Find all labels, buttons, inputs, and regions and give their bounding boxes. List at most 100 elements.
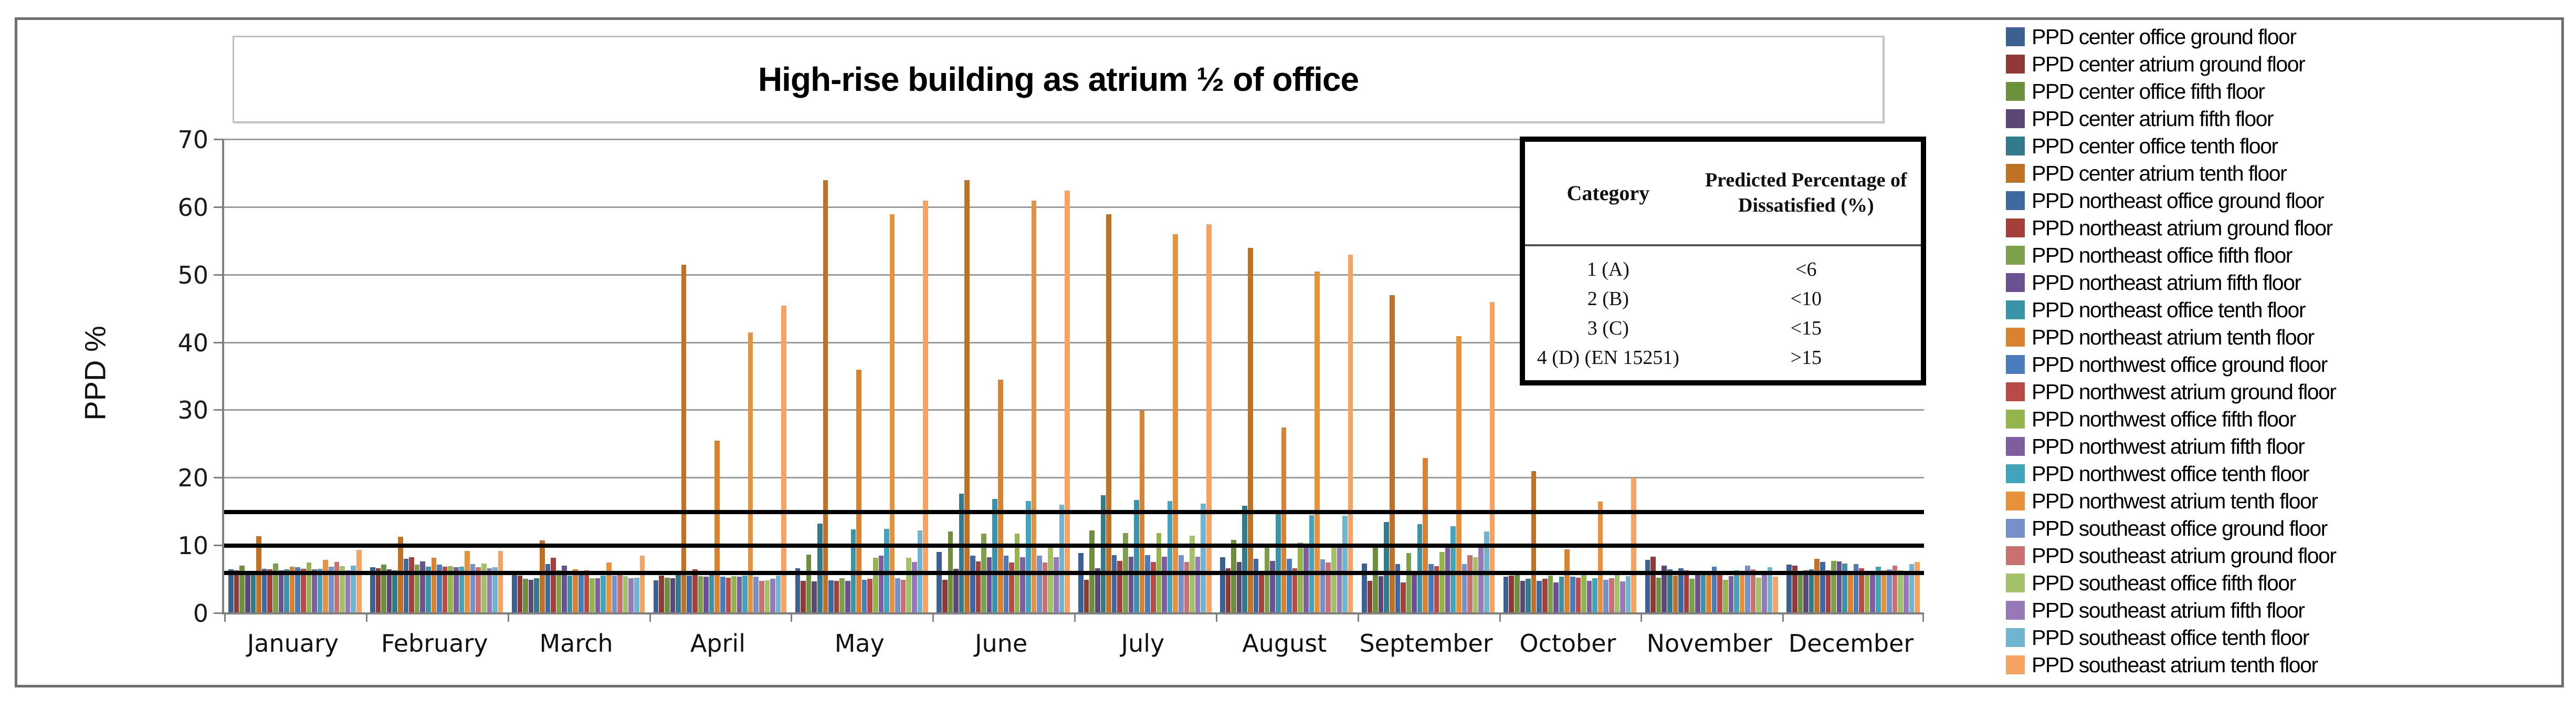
bar [1462,564,1467,613]
bar [1656,577,1662,613]
bar [845,581,850,613]
y-tick-50 [214,274,224,276]
bar [731,576,737,613]
chart-figure: High-rise building as atrium ½ of office… [15,17,2564,687]
bar [720,577,726,613]
bar [1178,555,1184,613]
legend-label: PPD center atrium fifth floor [2032,106,2274,131]
category-table-row-2: 2 (B) <10 [1525,284,1921,314]
bar [839,578,845,613]
bar [1531,471,1537,613]
bar-group-september [1358,140,1499,613]
legend-swatch-icon [2006,628,2025,647]
bar [1303,544,1309,613]
bar [1078,553,1084,613]
legend-item: PPD center office fifth floor [2006,78,2557,105]
x-tick [365,613,367,622]
bar [250,571,256,613]
bar [906,558,912,613]
bar [856,370,861,613]
bar [1509,575,1514,613]
bar [670,578,676,613]
bar [1450,526,1456,613]
legend-swatch-icon [2006,82,2025,101]
bar [1570,577,1575,613]
bar [1309,515,1315,613]
legend-item: PPD center atrium ground floor [2006,50,2557,78]
bar [312,569,317,613]
bar [1820,562,1825,613]
bar [1220,557,1225,613]
bar [345,570,351,613]
bar [623,576,628,613]
bar [392,570,398,613]
bar [470,564,476,613]
legend-swatch-icon [2006,601,2025,620]
bar [1503,577,1509,613]
bar [1406,553,1412,613]
bar [1489,302,1495,613]
legend-label: PPD southeast office ground floor [2032,516,2328,540]
legend-item: PPD northeast office ground floor [2006,187,2557,214]
bar [301,568,306,613]
bar [801,581,806,613]
legend-label: PPD southeast atrium fifth floor [2032,598,2305,622]
bar [1728,576,1734,613]
bar [817,523,823,613]
legend-swatch-icon [2006,218,2025,237]
bar [937,551,942,613]
bar [681,265,687,613]
bar [900,579,906,613]
legend-item: PPD northwest office tenth floor [2006,460,2557,487]
bar [1745,565,1750,613]
bar [1909,564,1915,613]
bar [431,558,437,613]
legend-label: PPD northwest office fifth floor [2032,406,2296,431]
bar [1065,190,1070,613]
bar [1428,564,1434,613]
bar [1111,555,1117,613]
bar [1473,557,1478,613]
bar-group-may [791,140,932,613]
bar [328,567,334,613]
bar [1276,513,1281,613]
ppd-cell: <15 [1790,317,1822,339]
legend-swatch-icon [2006,355,2025,374]
legend-item: PPD northeast office fifth floor [2006,242,2557,269]
bar [1412,571,1417,613]
bar [1031,200,1037,613]
bar-group-march [508,140,649,613]
bar [964,180,970,613]
bar [986,557,992,613]
bar [748,332,753,613]
bar [1564,549,1570,613]
bar [1134,499,1139,613]
bar [770,579,775,613]
x-tick [1499,613,1501,622]
x-tick [224,613,226,622]
bar [278,570,284,613]
chart-title: High-rise building as atrium ½ of office [758,60,1359,98]
bar [234,570,239,613]
bar [545,564,551,613]
bar [1095,568,1100,613]
bar [1717,572,1722,613]
bar [1037,556,1042,613]
bar [878,556,884,613]
bar [487,568,492,613]
y-tick-60 [214,206,224,208]
gridline-30 [224,409,1924,411]
bar [1559,577,1564,613]
threshold-line-6 [224,570,1924,575]
bar [895,578,900,613]
y-axis-title: PPD % [78,326,112,421]
bar [1248,248,1253,613]
bar [1434,566,1439,613]
legend-item: PPD northwest atrium ground floor [2006,378,2557,405]
bar [239,565,245,613]
bar [573,569,579,613]
category-table-body: 1 (A) <6 2 (B) <10 3 (C) <15 4 (D) (EN 15251) >… [1525,246,1921,380]
legend-item: PPD northeast atrium tenth floor [2006,324,2557,351]
legend-swatch-icon [2006,300,2025,319]
legend-item: PPD southeast atrium tenth floor [2006,651,2557,679]
